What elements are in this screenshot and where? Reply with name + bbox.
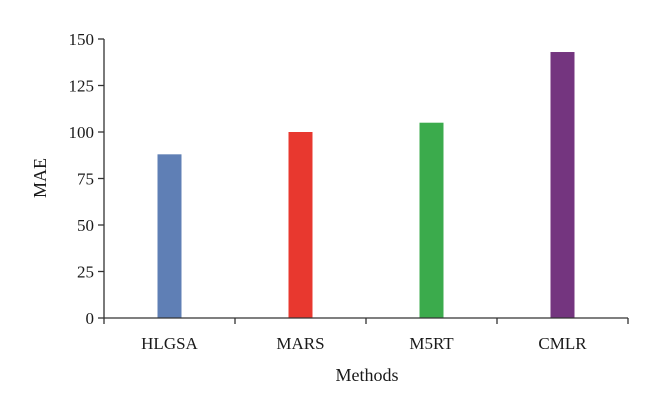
y-tick-label: 100 (69, 123, 95, 142)
y-tick-label: 75 (77, 170, 94, 189)
x-axis-title: Methods (336, 365, 399, 385)
bar-m5rt (419, 122, 444, 318)
y-tick-label: 50 (77, 216, 94, 235)
x-axis-ticks: HLGSA MARS M5RT CMLR (103, 318, 629, 353)
x-tick-label: MARS (276, 334, 324, 353)
x-tick-label: M5RT (409, 334, 454, 353)
x-tick-label: CMLR (538, 334, 587, 353)
y-axis-ticks: 0 25 50 75 100 125 150 (69, 30, 104, 328)
y-tick-label: 125 (69, 77, 95, 96)
bar-mars (288, 132, 313, 318)
y-axis-title: MAE (30, 158, 50, 198)
y-tick-label: 0 (86, 309, 95, 328)
bars (157, 52, 575, 319)
x-tick-label: HLGSA (141, 334, 198, 353)
y-tick-label: 150 (69, 30, 95, 49)
axes (103, 39, 628, 319)
y-tick-label: 25 (77, 263, 94, 282)
bar-cmlr (550, 52, 575, 319)
bar-hlgsa (157, 154, 182, 318)
